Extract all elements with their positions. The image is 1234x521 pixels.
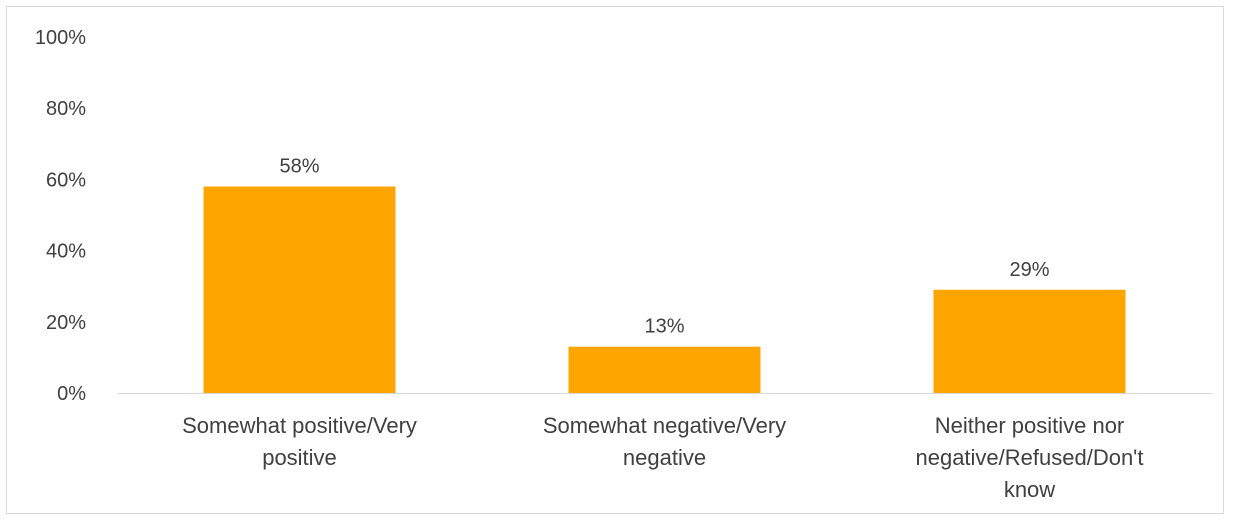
y-tick-label: 60% — [46, 169, 86, 191]
y-tick-label: 0% — [57, 383, 86, 405]
bar — [568, 346, 761, 393]
data-label: 29% — [1009, 259, 1049, 281]
category-label: negative — [623, 445, 706, 470]
category-label: negative/Refused/Don't — [915, 445, 1143, 470]
category-label: Neither positive nor — [935, 413, 1125, 438]
data-label: 58% — [279, 156, 319, 178]
y-tick-label: 80% — [46, 98, 86, 120]
category-label: know — [1004, 477, 1055, 502]
y-tick-label: 100% — [35, 27, 86, 49]
bar — [203, 186, 396, 393]
y-tick-label: 20% — [46, 312, 86, 334]
bar — [933, 289, 1126, 393]
y-tick-label: 40% — [46, 241, 86, 263]
category-label: Somewhat negative/Very — [543, 413, 786, 438]
category-label: Somewhat positive/Very — [182, 413, 417, 438]
data-label: 13% — [644, 316, 684, 338]
category-label: positive — [262, 445, 337, 470]
